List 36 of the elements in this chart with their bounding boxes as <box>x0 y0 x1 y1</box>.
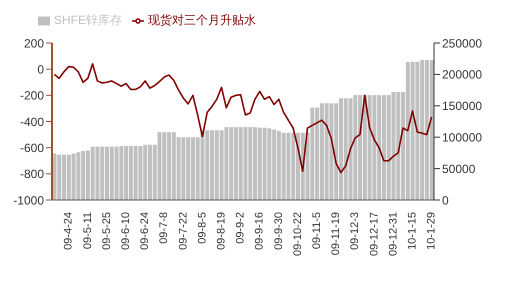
x-tick-label: 09-4-24 <box>62 212 75 250</box>
y2-tick-label: 50000 <box>442 162 476 176</box>
y-tick-label: 0 <box>37 62 44 76</box>
x-tick-label: 09-10-22 <box>292 212 304 256</box>
legend-label: 现货对三个月升贴水 <box>148 13 256 27</box>
y2-tick-label: 200000 <box>442 68 482 82</box>
x-tick-label: 09-9-30 <box>272 212 285 250</box>
y2-tick-label: 0 <box>442 193 449 208</box>
x-tick-label: 09-12-31 <box>387 212 400 256</box>
x-tick-label: 09-9-16 <box>254 212 266 250</box>
x-tick-label: 09-7-8 <box>158 212 170 244</box>
legend-label: SHFE锌库存 <box>54 13 122 27</box>
x-tick-label: 09-5-25 <box>100 212 113 250</box>
line-series <box>54 63 432 174</box>
x-tick-label: 09-6-10 <box>120 212 132 250</box>
x-tick-label: 09-7-22 <box>177 212 190 250</box>
y-tick-label: -800 <box>20 167 44 182</box>
x-tick-label: 09-8-5 <box>196 212 208 244</box>
x-tick-label: 09-12-17 <box>368 212 380 256</box>
x-tick-label: 09-12-3 <box>349 212 362 250</box>
x-tick-label: 09-8-19 <box>216 212 228 250</box>
y-tick-label: -600 <box>20 140 44 155</box>
y-tick-label: -400 <box>20 114 44 129</box>
y2-tick-label: 100000 <box>442 130 482 144</box>
x-tick-label: 10-1-15 <box>406 212 419 250</box>
x-tick-label: 10-1-29 <box>426 212 438 250</box>
x-tick-label: 09-5-11 <box>82 212 94 250</box>
x-tick-label: 09-6-24 <box>139 212 152 250</box>
x-tick-label: 09-9-2 <box>234 212 247 244</box>
x-tick-label: 09-11-5 <box>311 212 324 250</box>
x-tick-label: 09-11-19 <box>330 212 342 256</box>
y-tick-label: -1000 <box>13 193 44 208</box>
y2-tick-label: 150000 <box>442 99 482 114</box>
y2-tick-label: 250000 <box>442 36 482 50</box>
y-tick-label: -200 <box>20 88 44 103</box>
y-tick-label: 200 <box>24 36 44 50</box>
